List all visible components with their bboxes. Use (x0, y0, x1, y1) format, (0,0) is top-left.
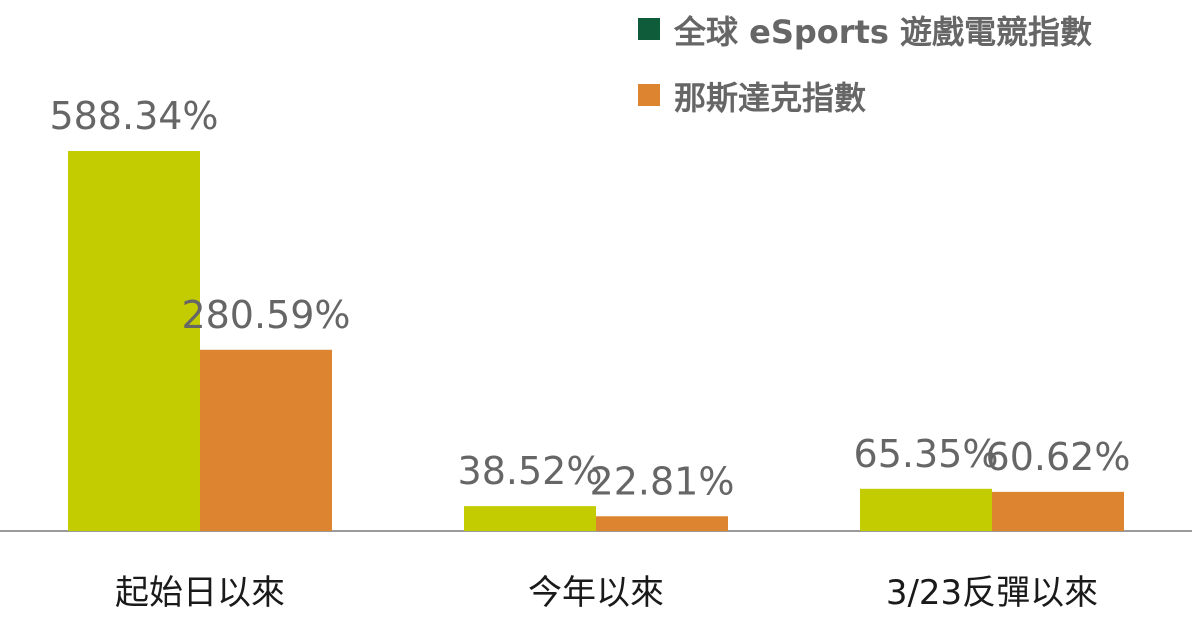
legend-swatch-esports (638, 18, 660, 40)
value-label-esports-2: 65.35% (854, 432, 999, 476)
bar-esports-2 (860, 489, 992, 531)
value-label-nasdaq-2: 60.62% (986, 435, 1131, 479)
value-label-esports-1: 38.52% (458, 449, 603, 493)
category-label-0: 起始日以來 (115, 573, 285, 613)
bar-nasdaq-0 (200, 350, 332, 531)
legend-label-nasdaq: 那斯達克指數 (674, 79, 866, 117)
category-label-1: 今年以來 (528, 573, 664, 613)
bar-nasdaq-1 (596, 516, 728, 531)
bar-esports-1 (464, 506, 596, 531)
category-label-2: 3/23反彈以來 (886, 573, 1098, 613)
legend: 全球 eSports 遊戲電競指數 那斯達克指數 (638, 13, 1092, 117)
value-label-esports-0: 588.34% (49, 94, 218, 138)
bar-esports-0 (68, 151, 200, 531)
value-label-nasdaq-0: 280.59% (181, 293, 350, 337)
category-labels-group: 起始日以來 今年以來 3/23反彈以來 (115, 573, 1098, 613)
legend-label-esports: 全球 eSports 遊戲電競指數 (673, 13, 1092, 51)
value-label-nasdaq-1: 22.81% (590, 459, 735, 503)
legend-swatch-nasdaq (638, 84, 660, 106)
bar-nasdaq-2 (992, 492, 1124, 531)
